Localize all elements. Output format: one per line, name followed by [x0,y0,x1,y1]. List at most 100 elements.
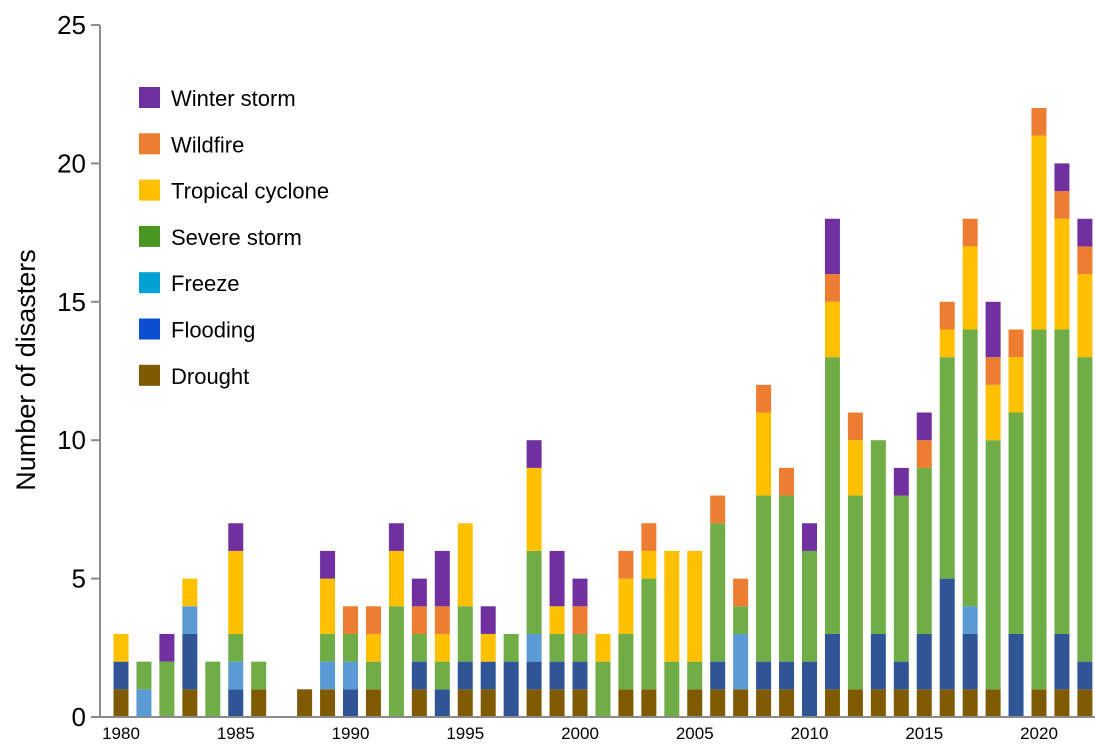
bar-2012-drought [847,689,863,717]
bar-1985-severe-storm [228,633,244,662]
bar-2019-flooding [1008,633,1024,717]
bar-1999-flooding [549,661,565,690]
bar-2011-severe-storm [824,357,840,634]
bar-1982-severe-storm [159,661,175,717]
y-tick-label-25: 25 [57,10,86,40]
bar-1986-drought [251,689,267,717]
bar-2007-drought [733,689,749,717]
bar-1999-drought [549,689,565,717]
y-tick-label-0: 0 [72,702,86,732]
bar-1999-winter-storm [549,550,565,607]
legend-label-drought: Drought [171,364,249,389]
bar-2018-severe-storm [985,440,1001,690]
bar-2009-flooding [779,661,795,690]
bar-1993-flooding [411,661,427,690]
legend-swatch-tropical-cyclone [139,179,160,201]
bar-2012-severe-storm [847,495,863,690]
bar-1991-severe-storm [365,661,381,690]
bar-2017-wildfire [962,218,978,247]
x-tick-label-1990: 1990 [332,724,370,743]
bar-2001-tropical-cyclone [595,633,611,662]
bar-2019-wildfire [1008,329,1024,358]
bar-1989-severe-storm [320,633,336,662]
bar-2022-winter-storm [1077,218,1093,247]
bar-2000-wildfire [572,606,588,634]
bar-2015-winter-storm [916,412,932,441]
bar-2001-severe-storm [595,661,611,717]
bar-2016-tropical-cyclone [939,329,955,358]
bar-2003-tropical-cyclone [641,550,657,579]
bars-layer [113,108,1093,717]
bar-2007-wildfire [733,578,749,607]
bar-2016-severe-storm [939,357,955,579]
bar-1990-flooding [343,689,358,717]
bar-1993-wildfire [411,606,427,634]
y-tick-label-20: 20 [57,148,86,178]
bar-2008-flooding [756,661,772,690]
bar-1980-flooding [113,661,129,690]
bar-1992-severe-storm [388,606,404,717]
bar-2005-drought [687,689,703,717]
bar-2003-severe-storm [641,578,657,690]
bar-1983-tropical-cyclone [182,578,198,607]
y-tick-label-15: 15 [57,287,86,317]
legend: Winter storm Wildfire Tropical cyclone Seve… [139,86,329,389]
bar-2020-tropical-cyclone [1031,135,1047,330]
bar-2015-wildfire [916,440,932,468]
x-tick-label-2010: 2010 [791,724,829,743]
bar-2010-severe-storm [802,550,817,662]
bar-2022-drought [1077,689,1093,717]
bar-1989-tropical-cyclone [320,578,336,634]
bar-1996-drought [480,689,496,717]
bar-2017-freeze [962,606,978,634]
bar-2011-drought [824,689,840,717]
bar-1984-severe-storm [205,661,221,717]
bar-2019-severe-storm [1008,412,1024,634]
bar-1999-tropical-cyclone [549,606,565,634]
bar-2004-tropical-cyclone [664,550,680,662]
bar-1998-drought [526,689,542,717]
bar-1990-freeze [343,661,358,690]
bar-1982-winter-storm [159,633,175,662]
bar-2016-wildfire [939,301,955,330]
legend-label-severe-storm: Severe storm [171,225,302,250]
bar-1994-winter-storm [434,550,450,607]
bar-2019-tropical-cyclone [1008,357,1024,413]
legend-swatch-wildfire [139,133,160,155]
bar-2021-tropical-cyclone [1054,218,1070,330]
bar-2010-flooding [802,661,817,717]
bar-2015-drought [916,689,932,717]
bar-2014-flooding [893,661,909,690]
bar-2008-tropical-cyclone [756,412,772,496]
bar-2017-drought [962,689,978,717]
bar-1983-drought [182,689,198,717]
bar-2014-severe-storm [893,495,909,662]
bar-2021-severe-storm [1054,329,1070,634]
bar-2002-severe-storm [618,633,634,690]
bar-1993-severe-storm [411,633,427,662]
bar-2000-drought [572,689,588,717]
bar-2003-drought [641,689,657,717]
bar-1998-freeze [526,633,542,662]
bar-2012-wildfire [847,412,863,441]
bar-2018-drought [985,689,1001,717]
bar-1994-severe-storm [434,661,450,690]
bar-2021-wildfire [1054,191,1070,219]
bar-1997-flooding [503,661,519,717]
bar-2011-winter-storm [824,218,840,275]
bar-1980-tropical-cyclone [113,633,129,662]
bar-1989-freeze [320,661,336,690]
bar-1999-severe-storm [549,633,565,662]
bar-2005-tropical-cyclone [687,550,703,662]
legend-label-winter-storm: Winter storm [171,86,296,111]
bar-2006-drought [710,689,726,717]
x-tick-label-2005: 2005 [676,724,714,743]
bar-1995-severe-storm [457,606,473,662]
bar-2014-winter-storm [893,467,909,496]
bar-2015-flooding [916,633,932,690]
bar-2017-flooding [962,633,978,690]
bar-1994-wildfire [434,606,450,634]
bar-2005-severe-storm [687,661,703,690]
bar-1994-tropical-cyclone [434,633,450,662]
bar-2018-wildfire [985,357,1001,385]
